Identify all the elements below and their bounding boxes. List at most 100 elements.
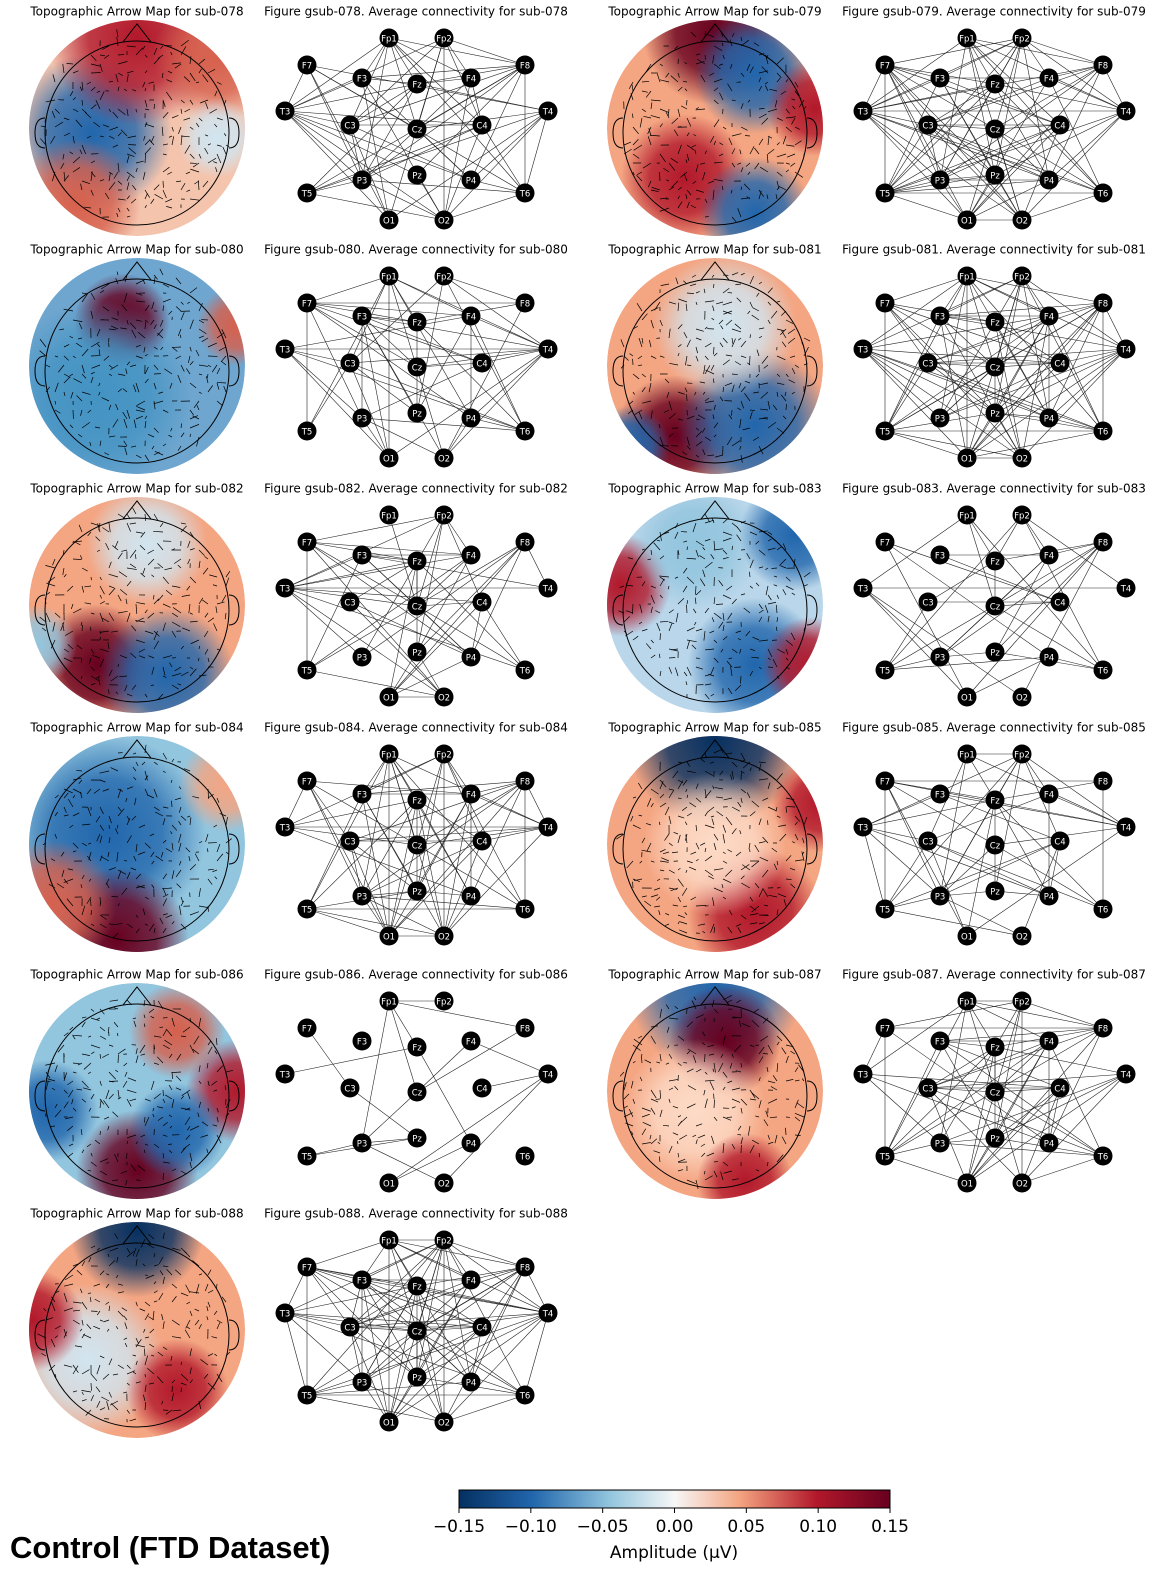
node-label: Fp1 xyxy=(381,35,397,45)
node-label: P4 xyxy=(466,654,477,664)
colorbar-tick-label: 0.00 xyxy=(656,1517,694,1537)
node-label: F7 xyxy=(302,1025,312,1035)
node-label: C4 xyxy=(476,599,487,609)
node-label: P4 xyxy=(466,1379,477,1389)
node-label: F8 xyxy=(1098,778,1108,788)
topomap-blob xyxy=(697,1133,793,1229)
node-label: Cz xyxy=(990,126,1001,136)
edge xyxy=(885,542,967,697)
topomap-blob xyxy=(767,60,863,156)
node-label: F3 xyxy=(357,75,367,85)
node-label: T5 xyxy=(879,190,891,200)
node-label: T4 xyxy=(542,346,554,356)
edge xyxy=(1022,515,1126,588)
node-label: Fz xyxy=(412,81,422,91)
node-label: T5 xyxy=(301,190,313,200)
node-label: C4 xyxy=(1054,838,1065,848)
edge xyxy=(285,561,417,588)
node-label: C4 xyxy=(476,1085,487,1095)
edge xyxy=(863,827,1049,896)
node-label: P3 xyxy=(935,893,946,903)
node-label: F4 xyxy=(1044,552,1054,562)
node-label: T4 xyxy=(542,1310,554,1320)
edge xyxy=(1022,193,1103,220)
node-label: T4 xyxy=(1120,108,1132,118)
node-label: C3 xyxy=(922,122,933,132)
edge xyxy=(362,515,444,657)
node-label: Fp2 xyxy=(1014,35,1030,45)
edge xyxy=(362,180,525,193)
edge xyxy=(350,1088,417,1138)
edge xyxy=(1022,1156,1103,1183)
edge xyxy=(1022,542,1103,697)
node-label: O1 xyxy=(961,1180,973,1190)
edge xyxy=(285,800,417,827)
edge xyxy=(967,276,1049,316)
node-label: Fp2 xyxy=(1014,512,1030,522)
node-label: T5 xyxy=(879,667,891,677)
topo-title: Topographic Arrow Map for sub-081 xyxy=(607,243,821,257)
topomap xyxy=(0,1163,245,1441)
node-label: C3 xyxy=(922,360,933,370)
edge xyxy=(863,588,967,697)
node-label: Fz xyxy=(990,797,1000,807)
conn-title: Figure gsub-078. Average connectivity fo… xyxy=(264,5,568,19)
edge xyxy=(995,754,1022,891)
node-label: Fp2 xyxy=(436,751,452,761)
node-label: Fz xyxy=(990,558,1000,568)
node-label: P3 xyxy=(357,893,368,903)
node-label: P3 xyxy=(357,177,368,187)
node-label: Pz xyxy=(990,410,1000,420)
edge xyxy=(307,1395,444,1422)
node-label: F3 xyxy=(935,791,945,801)
topomap-blob xyxy=(179,736,275,832)
node-label: Cz xyxy=(412,1089,423,1099)
node-label: Pz xyxy=(990,888,1000,898)
node-label: O2 xyxy=(1016,933,1028,943)
edge xyxy=(928,841,1103,909)
node-label: C3 xyxy=(922,599,933,609)
edge xyxy=(885,841,928,909)
edge xyxy=(940,276,1022,316)
topomap-blob xyxy=(643,772,787,916)
conn-title: Figure gsub-082. Average connectivity fo… xyxy=(264,482,568,496)
edge xyxy=(444,193,525,220)
node-label: F4 xyxy=(466,75,476,85)
node-label: T5 xyxy=(301,667,313,677)
edge xyxy=(417,84,548,111)
node-label: F4 xyxy=(466,1038,476,1048)
node-label: Fp2 xyxy=(1014,751,1030,761)
edge xyxy=(928,363,995,413)
node-label: F4 xyxy=(466,313,476,323)
node-label: F3 xyxy=(357,1038,367,1048)
node-label: P3 xyxy=(357,1379,368,1389)
edge xyxy=(885,125,928,193)
node-label: F7 xyxy=(880,1025,890,1035)
node-label: F3 xyxy=(935,1038,945,1048)
node-label: C4 xyxy=(476,360,487,370)
node-label: F3 xyxy=(357,313,367,323)
node-label: F8 xyxy=(520,1025,530,1035)
node-label: P4 xyxy=(466,177,477,187)
edge xyxy=(863,349,1049,418)
edge xyxy=(350,349,548,363)
node-label: O2 xyxy=(438,217,450,227)
node-label: F7 xyxy=(302,778,312,788)
node-label: T6 xyxy=(519,906,531,916)
node-label: Fz xyxy=(412,319,422,329)
edge xyxy=(362,1382,444,1422)
edge xyxy=(307,193,444,220)
node-label: P4 xyxy=(1044,893,1055,903)
node-label: T5 xyxy=(879,428,891,438)
node-label: T3 xyxy=(857,346,869,356)
node-label: Pz xyxy=(412,1135,422,1145)
edge xyxy=(285,349,350,363)
node-label: T4 xyxy=(1120,824,1132,834)
edge xyxy=(940,1143,1103,1156)
node-label: C4 xyxy=(476,122,487,132)
node-label: Pz xyxy=(412,888,422,898)
topomap-blob xyxy=(762,617,858,713)
edge xyxy=(307,65,548,111)
edge xyxy=(940,1001,1022,1143)
node-label: F3 xyxy=(935,75,945,85)
